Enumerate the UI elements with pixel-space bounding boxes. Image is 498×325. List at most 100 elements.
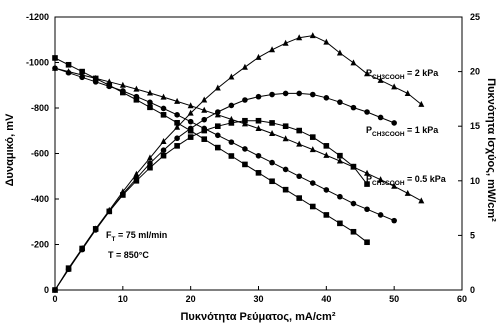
voltage-point-05kpa [187, 127, 194, 134]
power-point-1kpa [296, 90, 303, 97]
voltage-point-05kpa [350, 228, 357, 235]
power-line-2kpa [54, 35, 422, 291]
y-right-tick-label: 25 [470, 12, 480, 22]
voltage-point-1kpa [228, 139, 235, 145]
voltage-point-1kpa [255, 152, 262, 159]
y-left-axis-title: Δυναμικό, mV [4, 113, 16, 186]
power-point-05kpa [337, 152, 343, 159]
power-point-2kpa [418, 100, 425, 107]
power-point-2kpa [146, 154, 153, 161]
power-point-1kpa [147, 160, 153, 167]
y-left-tick-label: -400 [31, 194, 49, 204]
voltage-point-2kpa [160, 93, 167, 100]
voltage-point-05kpa [337, 220, 343, 227]
voltage-point-1kpa [337, 193, 343, 200]
voltage-point-1kpa [296, 173, 303, 180]
power-line-05kpa [54, 120, 368, 291]
y-left-tick-label: -1000 [26, 58, 49, 68]
power-point-2kpa [323, 38, 330, 45]
power-point-05kpa [187, 134, 194, 140]
x-tick-label: 60 [457, 294, 467, 304]
power-point-05kpa [296, 127, 302, 134]
voltage-point-1kpa [391, 217, 397, 224]
power-point-2kpa [364, 70, 371, 77]
voltage-point-2kpa [296, 140, 303, 147]
power-point-2kpa [269, 46, 276, 53]
power-point-05kpa [242, 117, 248, 124]
axes-frame [54, 16, 463, 291]
power-point-05kpa [79, 245, 85, 252]
legend-1kpa-value: = 1 kPa [405, 125, 440, 135]
legend-2kpa-sub: CH3COOH [372, 74, 405, 81]
power-point-2kpa [391, 83, 398, 90]
power-point-05kpa [282, 123, 289, 129]
power-point-05kpa [133, 178, 140, 184]
power-point-1kpa [323, 95, 330, 101]
voltage-point-2kpa [146, 89, 153, 96]
voltage-point-2kpa [187, 102, 194, 109]
voltage-point-1kpa [65, 69, 72, 76]
y-right-tick-label: 10 [470, 176, 480, 186]
voltage-point-1kpa [147, 99, 153, 106]
y-right-tick-label: 15 [470, 121, 480, 131]
voltage-point-1kpa [377, 212, 384, 218]
voltage-point-05kpa [323, 212, 330, 218]
power-point-2kpa [201, 96, 208, 103]
voltage-point-1kpa [174, 112, 180, 118]
x-tick-label: 30 [253, 294, 263, 304]
power-point-2kpa [309, 32, 316, 39]
power-point-2kpa [133, 170, 140, 177]
voltage-line-1kpa [54, 67, 395, 222]
voltage-point-1kpa [52, 65, 58, 71]
voltage-point-1kpa [215, 132, 221, 139]
voltage-point-2kpa [282, 135, 289, 142]
power-point-05kpa [309, 134, 316, 140]
y-right-tick-label: 5 [470, 230, 475, 240]
voltage-point-05kpa [52, 55, 58, 61]
power-point-05kpa [147, 164, 153, 171]
voltage-line-05kpa [54, 57, 368, 243]
x-tick-label: 50 [389, 294, 399, 304]
power-point-05kpa [106, 208, 113, 215]
power-point-2kpa [350, 59, 357, 66]
flow-annotation-value: = 75 ml/min [115, 230, 167, 240]
voltage-point-05kpa [174, 119, 180, 126]
voltage-point-2kpa [418, 197, 425, 204]
power-point-2kpa [296, 34, 303, 41]
voltage-point-2kpa [336, 157, 343, 164]
voltage-point-05kpa [215, 144, 221, 151]
voltage-point-2kpa [255, 124, 262, 131]
power-point-05kpa [350, 163, 357, 170]
voltage-point-05kpa [296, 195, 302, 201]
y-left-tick-label: -600 [31, 149, 49, 159]
power-point-1kpa [391, 120, 397, 126]
voltage-point-05kpa [92, 75, 99, 82]
flow-annotation: FT = 75 ml/min [106, 230, 167, 243]
voltage-point-1kpa [187, 118, 194, 125]
tick-labels: 0 10 20 30 40 50 600-200-400-600-800-1000-1200… [26, 12, 480, 304]
voltage-point-05kpa [269, 178, 275, 185]
power-point-2kpa [160, 137, 167, 144]
power-point-1kpa [350, 104, 357, 111]
power-point-2kpa [174, 123, 181, 130]
voltage-point-05kpa [364, 239, 370, 246]
voltage-point-05kpa [201, 136, 208, 142]
legend-2kpa-value: = 2 kPa [405, 68, 440, 78]
voltage-point-1kpa [160, 105, 167, 112]
voltage-point-2kpa [201, 106, 208, 113]
power-point-2kpa [187, 109, 194, 116]
voltage-point-05kpa [133, 97, 140, 103]
power-point-1kpa [269, 91, 275, 98]
voltage-point-05kpa [106, 82, 113, 89]
legend-label-05kpa: PCH3COOH = 0.5 kPa [366, 174, 447, 187]
voltage-point-05kpa [309, 203, 316, 210]
voltage-point-1kpa [364, 206, 370, 213]
voltage-point-05kpa [242, 161, 248, 168]
legend-05kpa-sub: CH3COOH [372, 180, 405, 187]
power-point-05kpa [52, 287, 58, 293]
y-left-tick-label: -200 [31, 240, 49, 250]
voltage-point-2kpa [174, 97, 181, 104]
voltage-point-1kpa [309, 180, 316, 186]
power-point-05kpa [215, 123, 221, 129]
x-tick-label: 0 [52, 294, 57, 304]
